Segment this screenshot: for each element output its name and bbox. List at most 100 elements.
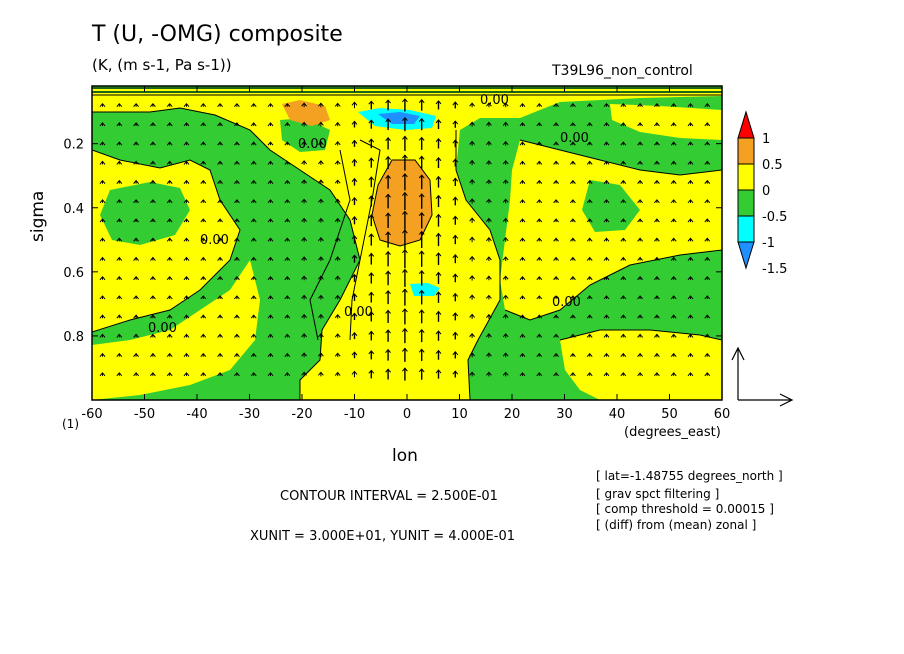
wind-vector (318, 121, 324, 127)
wind-vector (469, 121, 475, 127)
x-tick-label: 50 (661, 407, 678, 422)
wind-vector (418, 289, 425, 305)
wind-vector (670, 218, 677, 223)
wind-vector (586, 122, 593, 127)
wind-vector (318, 198, 324, 204)
wind-vector (250, 160, 257, 165)
wind-vector (385, 118, 391, 130)
wind-vector (502, 179, 509, 185)
wind-vector (586, 199, 593, 204)
vector-units-text: XUNIT = 3.000E+01, YUNIT = 4.000E-01 (250, 529, 515, 544)
wind-vector (452, 254, 459, 264)
wind-vector (586, 314, 593, 319)
wind-vector (250, 141, 257, 146)
wind-vector (620, 372, 627, 377)
wind-vector (284, 218, 291, 223)
wind-vector (418, 250, 425, 267)
wind-vector (486, 371, 492, 377)
wind-vector (452, 120, 459, 128)
wind-vector (250, 199, 257, 204)
wind-vector (284, 199, 291, 204)
wind-vector (418, 155, 425, 170)
wind-vector (99, 122, 106, 127)
wind-vector (150, 141, 156, 146)
x-tick-label: -10 (344, 407, 365, 422)
wind-vector (452, 101, 459, 109)
wind-vector (116, 295, 123, 300)
wind-vector (217, 352, 223, 357)
reference-vector-y (731, 346, 745, 400)
wind-vector (570, 102, 576, 108)
wind-vector (234, 122, 240, 127)
wind-vector (284, 314, 291, 319)
wind-vector (116, 314, 123, 319)
wind-vector (536, 102, 543, 108)
wind-vector (99, 141, 106, 146)
wind-vector (704, 179, 711, 184)
wind-vector (553, 352, 559, 357)
wind-vector (166, 372, 173, 377)
wind-vector (670, 256, 677, 261)
wind-vector (334, 102, 341, 108)
x-axis-units: (degrees_east) (624, 425, 721, 440)
wind-vector (620, 218, 627, 223)
wind-vector (553, 314, 559, 319)
wind-vector (334, 160, 341, 165)
wind-vector (519, 314, 526, 319)
colorbar-segment (737, 215, 755, 243)
wind-vector (486, 352, 492, 358)
wind-vector (99, 199, 106, 204)
wind-vector (133, 141, 139, 146)
wind-vector (385, 155, 391, 170)
wind-vector (351, 351, 358, 359)
wind-vector (301, 160, 307, 165)
wind-vector (620, 295, 627, 300)
wind-vector (368, 291, 375, 303)
wind-vector (351, 312, 358, 321)
wind-vector (267, 256, 274, 261)
colorbar-segment (737, 163, 755, 191)
wind-vector (351, 254, 358, 263)
wind-vector (519, 237, 526, 242)
wind-vector (654, 352, 660, 357)
wind-vector (385, 99, 391, 111)
wind-vector (183, 295, 190, 300)
wind-vector (183, 218, 190, 223)
wind-vector (435, 194, 442, 208)
wind-vector (687, 122, 694, 127)
wind-vector (267, 218, 274, 223)
wind-vector (637, 218, 643, 223)
wind-vector (502, 371, 509, 377)
wind-vector (553, 141, 559, 146)
wind-vector (150, 237, 156, 242)
wind-vector (452, 312, 459, 321)
wind-vector (99, 295, 106, 300)
wind-vector (234, 179, 240, 184)
wind-vector (234, 141, 240, 146)
wind-vector (234, 314, 240, 319)
wind-vector (183, 160, 190, 165)
contour-value-label: 0.00 (552, 295, 581, 310)
wind-vector (133, 199, 139, 204)
wind-vector (301, 102, 307, 108)
wind-vector (116, 199, 123, 204)
wind-vector (654, 218, 660, 223)
wind-vector (150, 352, 156, 357)
note-filtering: [ grav spct filtering ] (596, 487, 720, 501)
wind-vector (250, 256, 257, 261)
wind-vector (435, 369, 442, 379)
wind-vector (351, 196, 358, 205)
wind-vector (351, 216, 358, 225)
wind-vector (150, 179, 156, 184)
wind-vector (133, 160, 139, 165)
wind-vector (654, 372, 660, 377)
plot-area: 0.00 0.00 0.00 0.00 0.00 0.00 0.00 (92, 86, 722, 400)
wind-vector (284, 237, 291, 242)
wind-vector (570, 256, 576, 261)
wind-vector (385, 329, 391, 342)
wind-vector (586, 179, 593, 184)
y-tick-label: 0.4 (63, 202, 84, 217)
wind-vector (519, 102, 526, 108)
wind-vector (217, 314, 223, 319)
wind-vector (654, 256, 660, 261)
